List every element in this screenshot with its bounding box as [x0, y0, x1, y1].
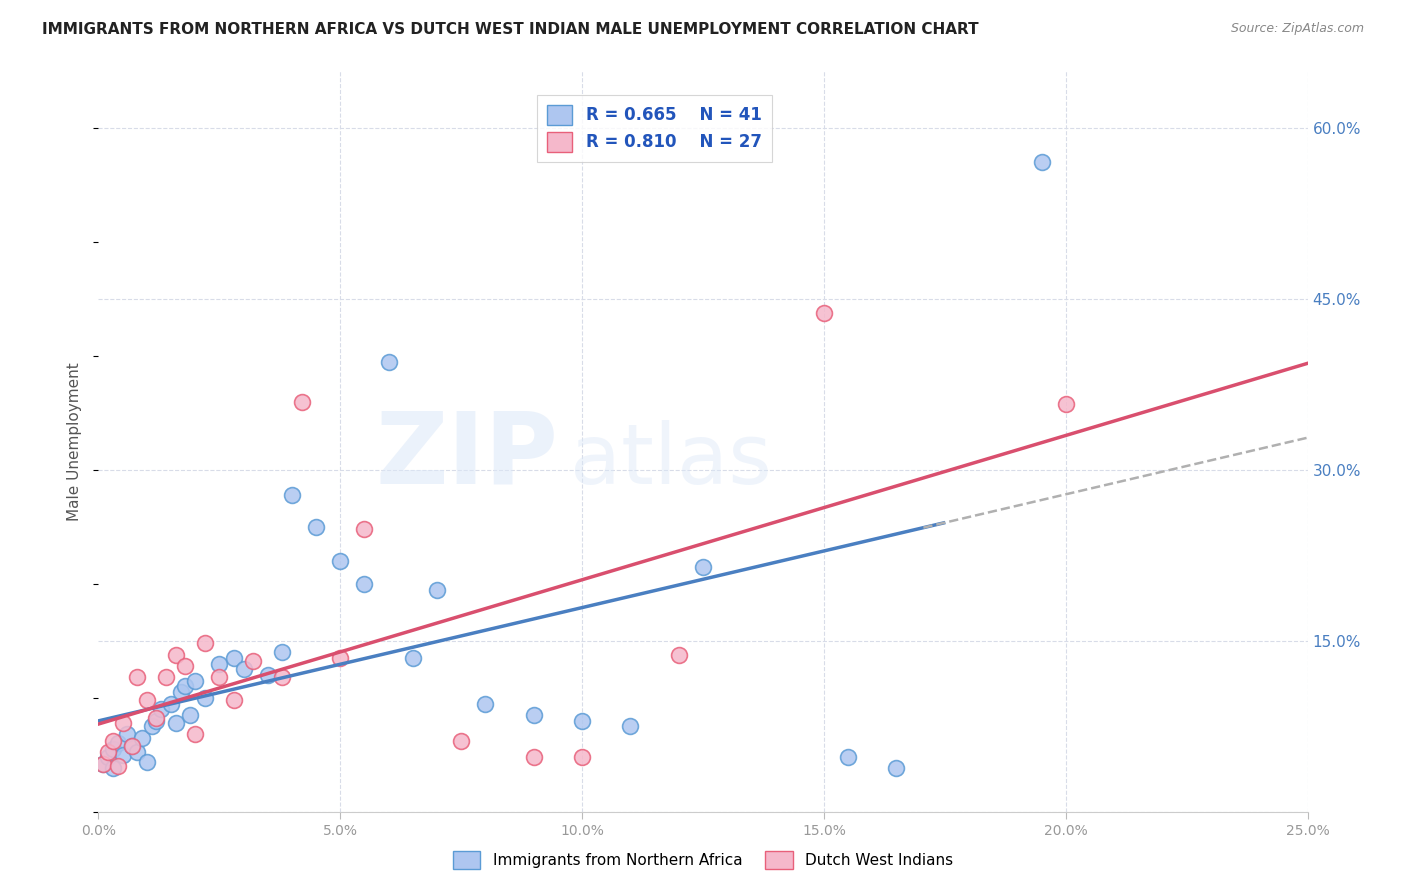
Point	[619, 719, 641, 733]
Point	[107, 759, 129, 773]
Point	[353, 522, 375, 536]
Point	[305, 520, 328, 534]
Point	[145, 714, 167, 728]
Point	[474, 697, 496, 711]
Point	[127, 746, 149, 760]
Text: atlas: atlas	[569, 419, 772, 500]
Point	[121, 739, 143, 753]
Point	[222, 651, 245, 665]
Point	[165, 648, 187, 662]
Point	[97, 746, 120, 760]
Point	[184, 727, 207, 741]
Point	[523, 707, 546, 722]
Point	[329, 554, 352, 568]
Point	[426, 582, 449, 597]
Point	[117, 727, 139, 741]
Point	[174, 680, 197, 694]
Legend: Immigrants from Northern Africa, Dutch West Indians: Immigrants from Northern Africa, Dutch W…	[447, 845, 959, 875]
Point	[179, 707, 201, 722]
Point	[91, 756, 114, 771]
Point	[571, 714, 593, 728]
Point	[271, 670, 294, 684]
Point	[184, 673, 207, 688]
Point	[145, 711, 167, 725]
Point	[377, 355, 399, 369]
Point	[813, 306, 835, 320]
Point	[121, 739, 143, 753]
Point	[174, 659, 197, 673]
Point	[101, 761, 124, 775]
Point	[256, 668, 278, 682]
Point	[290, 394, 312, 409]
Point	[91, 756, 114, 771]
Point	[668, 648, 690, 662]
Point	[101, 742, 124, 756]
Point	[155, 670, 177, 684]
Point	[150, 702, 173, 716]
Y-axis label: Male Unemployment: Male Unemployment	[67, 362, 83, 521]
Legend: R = 0.665    N = 41, R = 0.810    N = 27: R = 0.665 N = 41, R = 0.810 N = 27	[537, 95, 772, 161]
Point	[1054, 397, 1077, 411]
Point	[141, 719, 163, 733]
Point	[886, 761, 908, 775]
Point	[242, 654, 264, 668]
Point	[111, 747, 134, 762]
Point	[692, 559, 714, 574]
Point	[107, 736, 129, 750]
Point	[165, 715, 187, 730]
Point	[353, 577, 375, 591]
Point	[1031, 155, 1053, 169]
Text: IMMIGRANTS FROM NORTHERN AFRICA VS DUTCH WEST INDIAN MALE UNEMPLOYMENT CORRELATI: IMMIGRANTS FROM NORTHERN AFRICA VS DUTCH…	[42, 22, 979, 37]
Point	[402, 651, 425, 665]
Point	[135, 693, 157, 707]
Point	[523, 750, 546, 764]
Point	[169, 685, 191, 699]
Point	[571, 750, 593, 764]
Point	[329, 651, 352, 665]
Point	[131, 731, 153, 745]
Point	[450, 734, 472, 748]
Point	[837, 750, 859, 764]
Point	[281, 488, 304, 502]
Point	[222, 693, 245, 707]
Point	[271, 645, 294, 659]
Point	[127, 670, 149, 684]
Point	[97, 750, 120, 764]
Text: ZIP: ZIP	[375, 408, 558, 505]
Point	[194, 690, 217, 705]
Point	[208, 657, 231, 671]
Point	[160, 697, 183, 711]
Point	[232, 662, 254, 676]
Point	[208, 670, 231, 684]
Point	[111, 715, 134, 730]
Text: Source: ZipAtlas.com: Source: ZipAtlas.com	[1230, 22, 1364, 36]
Point	[101, 734, 124, 748]
Point	[194, 636, 217, 650]
Point	[135, 755, 157, 769]
